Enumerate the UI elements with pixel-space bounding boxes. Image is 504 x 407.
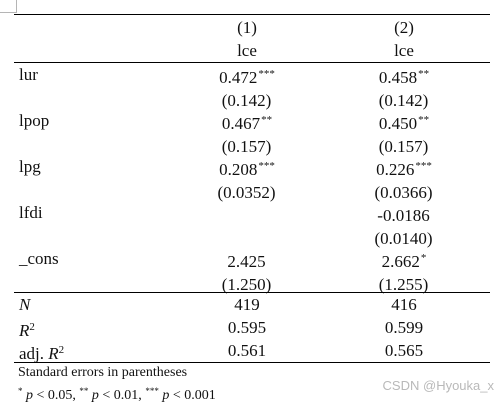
note-standard-errors: Standard errors in parentheses <box>18 365 188 380</box>
table-row: lur 0.472*** 0.458** <box>14 63 490 87</box>
stat-cell: 0.595 <box>227 318 267 337</box>
row-label: lfdi <box>19 203 43 222</box>
header-rule <box>14 62 490 63</box>
coef-cell: 0.467** <box>221 114 273 133</box>
significance-stars: *** <box>258 160 275 172</box>
table-top-rule <box>14 14 490 15</box>
coef-cell: 0.226*** <box>376 160 432 179</box>
table-row: (0.142) (0.142) <box>14 86 490 110</box>
watermark: CSDN @Hyouka_x <box>382 378 494 393</box>
se-cell: (0.0140) <box>374 229 433 248</box>
table-row: lpop 0.467** 0.450** <box>14 109 490 133</box>
header-row-depvar: lce lce <box>14 39 490 62</box>
significance-stars: ** <box>418 68 430 80</box>
se-cell: (0.142) <box>221 91 272 110</box>
stat-label-r2: R2 <box>19 321 35 340</box>
row-label: _cons <box>19 249 59 268</box>
col2-depvar: lce <box>394 41 414 60</box>
row-label: lpg <box>19 157 41 176</box>
stats-row-adj-r2: adj. R2 0.561 0.565 <box>14 339 490 363</box>
stat-cell: 416 <box>391 295 417 314</box>
table-bottom-rule <box>14 362 490 363</box>
stat-label-n: N <box>19 295 31 314</box>
coef-cell: -0.0186 <box>377 206 430 225</box>
note-significance-levels: * p < 0.05, ** p < 0.01, *** p < 0.001 <box>18 386 216 403</box>
se-cell: (0.142) <box>378 91 429 110</box>
se-cell: (1.250) <box>221 275 272 294</box>
significance-stars: ** <box>261 114 273 126</box>
table-row: (0.157) (0.157) <box>14 132 490 156</box>
col1-number: (1) <box>237 18 257 37</box>
stats-row-n: N 419 416 <box>14 293 490 316</box>
table-row: lpg 0.208*** 0.226*** <box>14 155 490 179</box>
coef-cell: 0.458** <box>378 68 430 87</box>
page-corner-mark <box>0 0 17 13</box>
table-row: (1.250) (1.255) <box>14 270 490 294</box>
stat-cell: 0.599 <box>384 318 424 337</box>
coef-cell <box>177 201 317 224</box>
row-label: lur <box>19 65 38 84</box>
table-row: (0.0352) (0.0366) <box>14 178 490 202</box>
table-row: lfdi -0.0186 <box>14 201 490 225</box>
stat-cell: 0.561 <box>227 341 267 360</box>
significance-stars: *** <box>258 68 275 80</box>
se-cell: (0.157) <box>221 137 272 156</box>
coef-cell: 0.472*** <box>219 68 275 87</box>
coef-cell: 0.450** <box>378 114 430 133</box>
stats-rule <box>14 292 490 293</box>
row-label: lpop <box>19 111 50 130</box>
stat-cell: 0.565 <box>384 341 424 360</box>
se-cell: (0.0366) <box>374 183 433 202</box>
significance-stars: *** <box>415 160 432 172</box>
coef-cell: 2.425 <box>227 252 266 271</box>
se-cell: (0.157) <box>378 137 429 156</box>
se-cell: (1.255) <box>378 275 429 294</box>
stat-label-adj-r2: adj. R2 <box>19 344 65 363</box>
table-row: _cons 2.425 2.662* <box>14 247 490 271</box>
header-row-numbers: (1) (2) <box>14 16 490 39</box>
stats-row-r2: R2 0.595 0.599 <box>14 316 490 340</box>
se-cell <box>177 224 317 247</box>
col1-depvar: lce <box>237 41 257 60</box>
col2-number: (2) <box>394 18 414 37</box>
se-cell: (0.0352) <box>217 183 276 202</box>
coef-cell: 2.662* <box>381 252 427 271</box>
stat-cell: 419 <box>234 295 260 314</box>
table-row: (0.0140) <box>14 224 490 248</box>
significance-stars: ** <box>418 114 430 126</box>
coef-cell: 0.208*** <box>219 160 275 179</box>
significance-stars: * <box>420 252 427 264</box>
